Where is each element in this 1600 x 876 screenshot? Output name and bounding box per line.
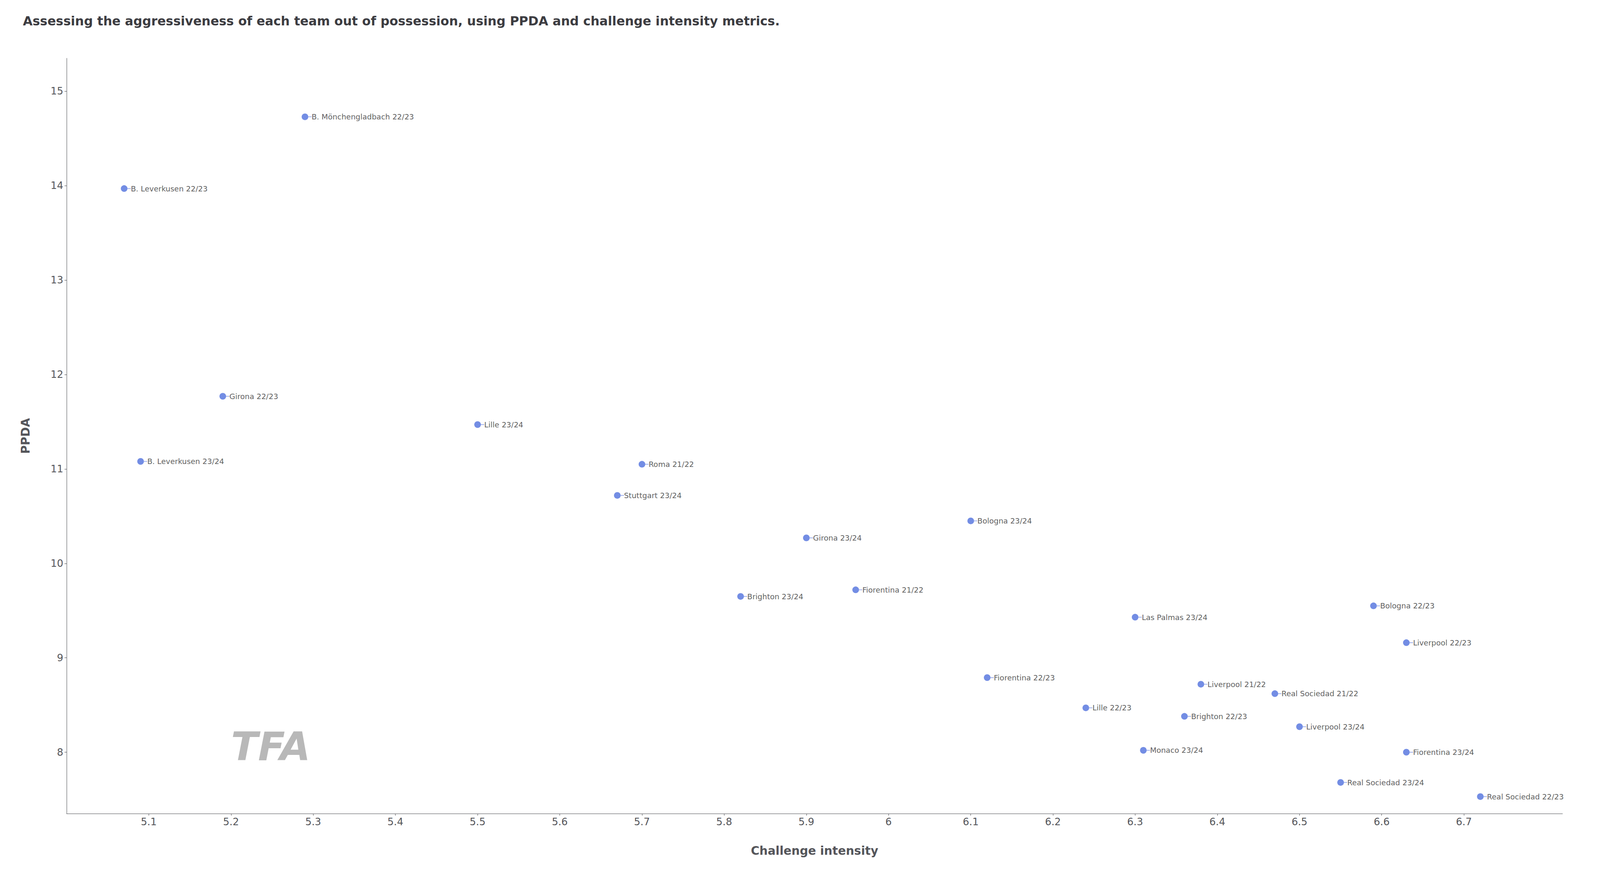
svg-text:9: 9 — [57, 652, 64, 665]
svg-text:Fiorentina 23/24: Fiorentina 23/24 — [1413, 748, 1475, 757]
svg-text:Liverpool 22/23: Liverpool 22/23 — [1413, 638, 1472, 648]
svg-text:Roma 21/22: Roma 21/22 — [648, 460, 695, 469]
svg-text:Real Sociedad 23/24: Real Sociedad 23/24 — [1347, 778, 1424, 788]
svg-text:Brighton 23/24: Brighton 23/24 — [747, 592, 804, 602]
svg-text:TFA: TFA — [231, 724, 311, 770]
svg-text:5.8: 5.8 — [716, 816, 732, 829]
svg-text:5.1: 5.1 — [140, 816, 157, 829]
svg-text:6.5: 6.5 — [1291, 816, 1308, 829]
svg-text:10: 10 — [50, 557, 64, 570]
svg-text:Lille 22/23: Lille 22/23 — [1092, 703, 1132, 713]
svg-text:B. Mönchengladbach 22/23: B. Mönchengladbach 22/23 — [311, 112, 415, 122]
svg-text:Las Palmas 23/24: Las Palmas 23/24 — [1141, 613, 1208, 623]
svg-text:5.2: 5.2 — [223, 816, 239, 829]
svg-text:6.3: 6.3 — [1127, 816, 1143, 829]
svg-text:5.5: 5.5 — [469, 816, 486, 829]
svg-text:Real Sociedad 22/23: Real Sociedad 22/23 — [1487, 792, 1564, 802]
svg-text:Lille 23/24: Lille 23/24 — [484, 420, 524, 430]
svg-text:Stuttgart 23/24: Stuttgart 23/24 — [624, 491, 682, 501]
svg-text:5.9: 5.9 — [798, 816, 815, 829]
svg-text:Monaco 23/24: Monaco 23/24 — [1149, 746, 1204, 755]
svg-text:11: 11 — [50, 463, 64, 476]
svg-text:PPDA: PPDA — [18, 418, 33, 454]
svg-text:5.4: 5.4 — [387, 816, 404, 829]
svg-text:Assessing the aggressiveness o: Assessing the aggressiveness of each tea… — [22, 13, 780, 29]
svg-text:Bologna 23/24: Bologna 23/24 — [977, 516, 1033, 526]
svg-text:Girona 23/24: Girona 23/24 — [813, 533, 862, 543]
svg-text:6.6: 6.6 — [1373, 816, 1390, 829]
svg-text:8: 8 — [57, 746, 64, 759]
svg-text:6.7: 6.7 — [1455, 816, 1472, 829]
svg-text:Brighton 22/23: Brighton 22/23 — [1191, 712, 1248, 722]
svg-text:B. Leverkusen 23/24: B. Leverkusen 23/24 — [147, 457, 224, 466]
svg-text:12: 12 — [50, 368, 64, 381]
svg-text:5.3: 5.3 — [305, 816, 321, 829]
svg-text:Fiorentina 22/23: Fiorentina 22/23 — [993, 673, 1056, 683]
svg-text:Bologna 22/23: Bologna 22/23 — [1380, 601, 1435, 611]
svg-text:15: 15 — [50, 85, 64, 98]
svg-text:Girona 22/23: Girona 22/23 — [229, 392, 279, 401]
svg-text:13: 13 — [50, 274, 64, 287]
svg-text:5.6: 5.6 — [551, 816, 568, 829]
svg-text:5.7: 5.7 — [634, 816, 650, 829]
svg-text:6.1: 6.1 — [962, 816, 979, 829]
svg-text:Liverpool 23/24: Liverpool 23/24 — [1306, 722, 1365, 732]
svg-text:Challenge intensity: Challenge intensity — [750, 844, 879, 859]
svg-text:Liverpool 21/22: Liverpool 21/22 — [1207, 680, 1266, 690]
svg-text:6: 6 — [885, 816, 892, 829]
svg-text:Fiorentina 21/22: Fiorentina 21/22 — [862, 585, 924, 595]
svg-text:B. Leverkusen 22/23: B. Leverkusen 22/23 — [130, 184, 208, 194]
svg-text:6.2: 6.2 — [1045, 816, 1061, 829]
svg-text:6.4: 6.4 — [1209, 816, 1226, 829]
svg-text:Real Sociedad 21/22: Real Sociedad 21/22 — [1281, 689, 1359, 699]
svg-text:14: 14 — [50, 179, 64, 192]
